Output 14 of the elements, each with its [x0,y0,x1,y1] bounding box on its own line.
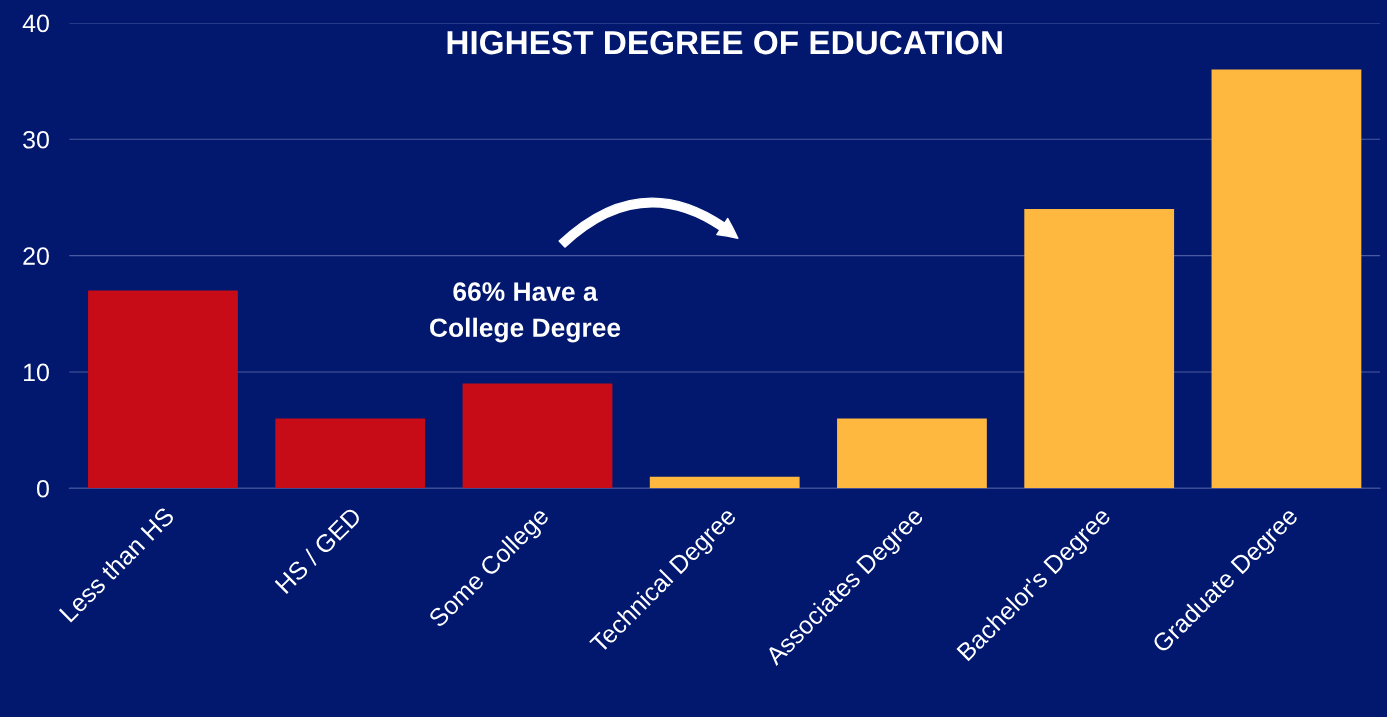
bar [837,418,987,489]
y-tick-label: 40 [22,14,49,33]
chart-title: HIGHEST DEGREE OF EDUCATION [447,30,1002,55]
bar [1024,209,1175,489]
bar [275,418,426,489]
y-tick-label: 0 [36,479,49,498]
bar [1211,69,1362,489]
annotation: 66% Have a College Degree [430,282,621,343]
bar [649,476,800,489]
y-tick-label: 30 [23,130,49,149]
bar [88,290,238,489]
y-tick-label: 10 [24,363,49,382]
y-tick-label: 20 [23,247,49,265]
bar [462,383,613,489]
